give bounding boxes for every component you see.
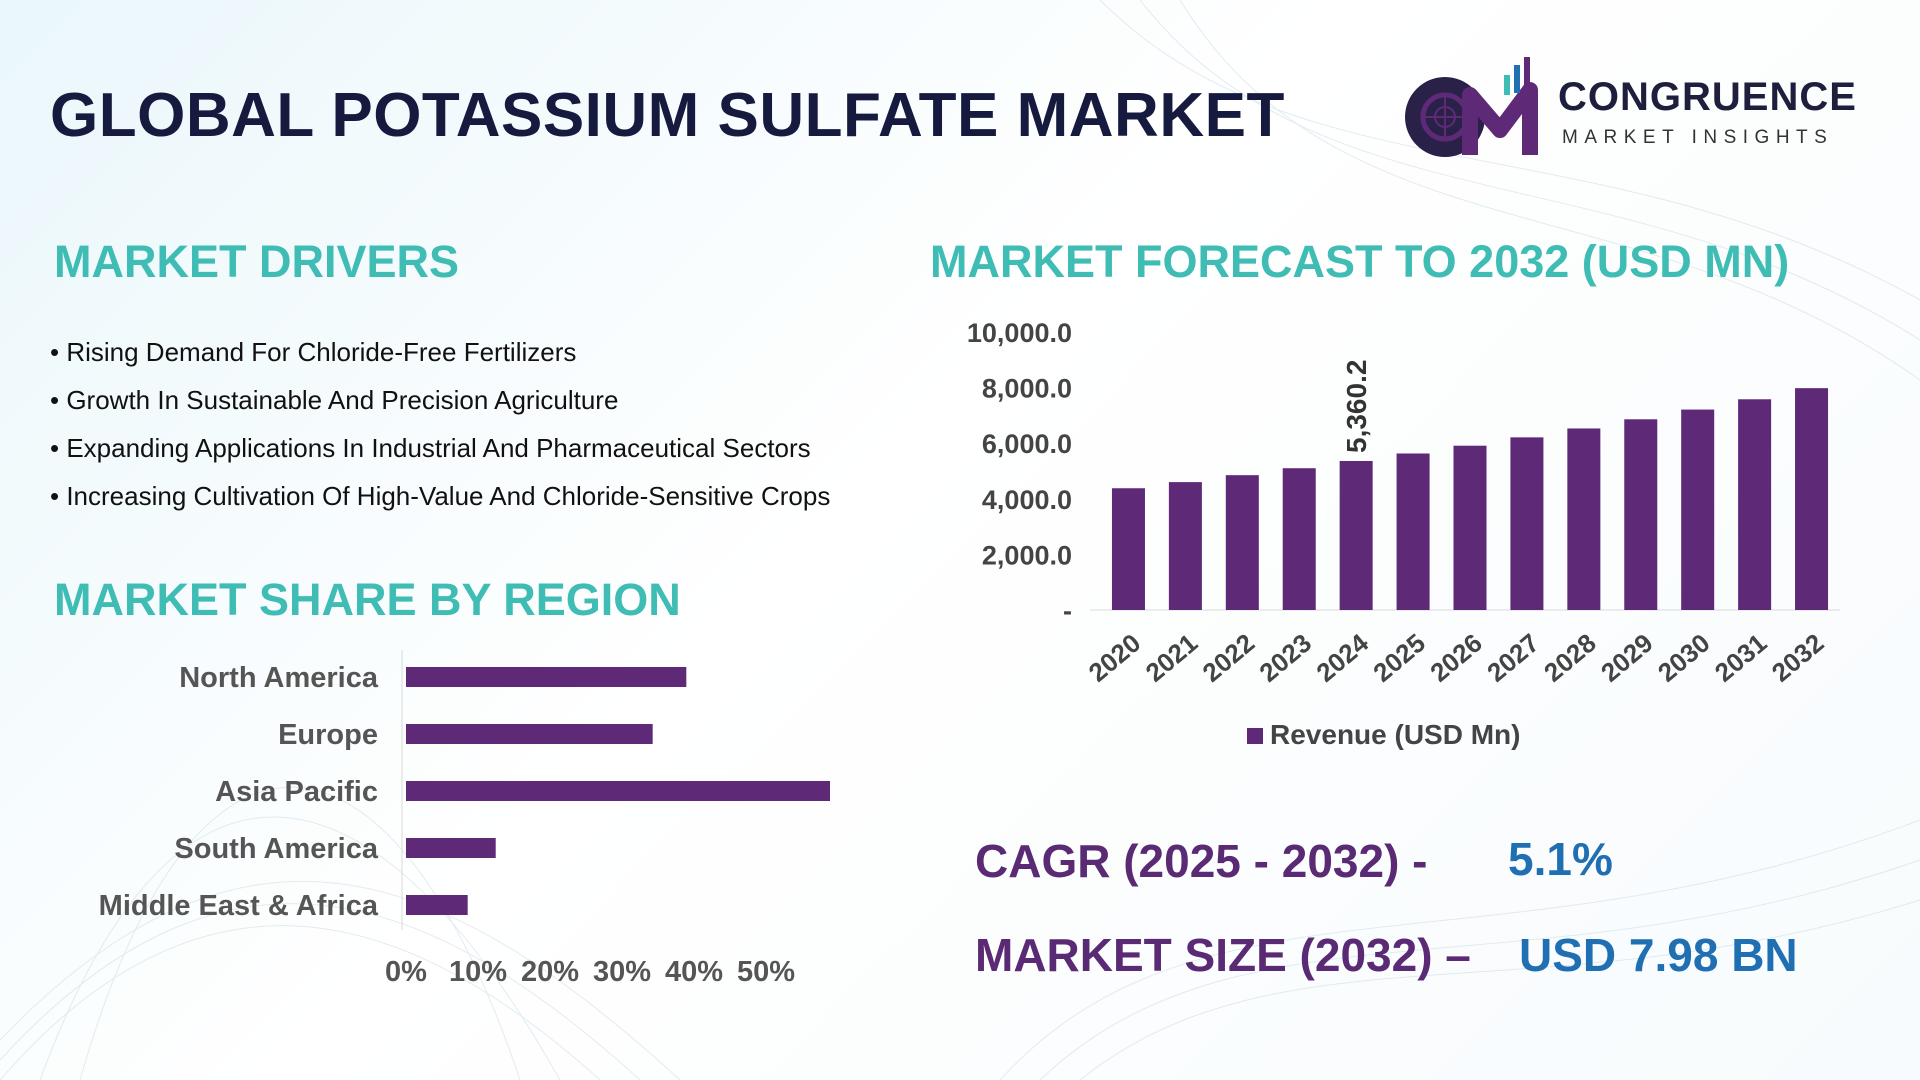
category-label: South America xyxy=(174,833,378,865)
market-size-label: MARKET SIZE (2032) – xyxy=(975,929,1471,981)
driver-item: Growth In Sustainable And Precision Agri… xyxy=(50,382,830,430)
x-tick-label: 2020 xyxy=(1083,628,1147,688)
bar xyxy=(1624,419,1658,610)
category-label: Europe xyxy=(278,719,378,751)
x-tick-label: 2028 xyxy=(1538,628,1602,688)
drivers-list: Rising Demand For Chloride-Free Fertiliz… xyxy=(50,334,830,526)
logo-mark-icon xyxy=(1405,57,1538,157)
x-tick-label: 2030 xyxy=(1652,628,1716,688)
bar xyxy=(1510,437,1544,610)
bar xyxy=(1567,428,1601,610)
market-size-value: USD 7.98 BN xyxy=(1519,929,1798,981)
bar xyxy=(1738,399,1772,610)
region-heading: MARKET SHARE BY REGION xyxy=(54,574,681,625)
x-tick-label: 50% xyxy=(737,956,795,988)
cagr-value: 5.1% xyxy=(1508,833,1613,885)
x-tick-label: 2024 xyxy=(1310,627,1374,688)
bar xyxy=(1111,488,1145,610)
bar xyxy=(1453,445,1487,610)
forecast-heading: MARKET FORECAST TO 2032 (USD MN) xyxy=(930,236,1790,287)
x-tick-label: 2021 xyxy=(1140,628,1204,688)
bar xyxy=(1396,453,1430,610)
forecast-bar-chart: - 2,000.0 4,000.0 6,000.0 8,000.0 10,000.0 202… xyxy=(967,318,1840,750)
x-tick-label: 2022 xyxy=(1197,628,1261,688)
page-title: GLOBAL POTASSIUM SULFATE MARKET xyxy=(50,81,1285,150)
brand-logo: CONGRUENCE MARKET INSIGHTS xyxy=(1400,55,1870,160)
x-tick-label: 2025 xyxy=(1367,628,1431,688)
y-tick-label: 10,000.0 xyxy=(967,318,1072,348)
y-tick-label: 6,000.0 xyxy=(982,429,1072,459)
legend-swatch xyxy=(1247,728,1263,744)
x-tick-label: 40% xyxy=(665,956,723,988)
x-tick-label: 0% xyxy=(385,956,427,988)
x-tick-label: 2023 xyxy=(1253,628,1317,688)
bar xyxy=(406,724,653,744)
x-tick-label: 2032 xyxy=(1766,628,1830,688)
bar xyxy=(1795,388,1829,610)
y-tick-label: - xyxy=(1063,596,1072,626)
x-tick-label: 30% xyxy=(593,956,651,988)
x-tick-label: 2026 xyxy=(1424,628,1488,688)
brand-name: CONGRUENCE xyxy=(1558,75,1857,119)
x-tick-label: 2031 xyxy=(1709,628,1773,688)
y-tick-label: 8,000.0 xyxy=(982,374,1072,404)
driver-item: Increasing Cultivation Of High-Value And… xyxy=(50,478,830,526)
x-tick-label: 2029 xyxy=(1595,628,1659,688)
drivers-heading: MARKET DRIVERS xyxy=(54,236,460,287)
category-label: Middle East & Africa xyxy=(99,890,379,922)
cagr-label: CAGR (2025 - 2032) - xyxy=(975,835,1428,887)
bar xyxy=(1681,409,1715,610)
x-tick-label: 20% xyxy=(521,956,579,988)
category-label: North America xyxy=(179,662,379,694)
bar xyxy=(1225,475,1259,610)
y-tick-label: 2,000.0 xyxy=(982,540,1072,570)
bar xyxy=(406,781,830,801)
x-tick-label: 2027 xyxy=(1481,628,1545,688)
brand-subtitle: MARKET INSIGHTS xyxy=(1562,127,1834,148)
y-tick-label: 4,000.0 xyxy=(982,485,1072,515)
category-label: Asia Pacific xyxy=(215,776,378,808)
data-label: 5,360.2 xyxy=(1341,360,1372,453)
bar xyxy=(1282,468,1316,610)
driver-item: Expanding Applications In Industrial And… xyxy=(50,430,830,478)
region-share-chart: North America Europe Asia Pacific South Ame… xyxy=(99,650,830,988)
legend-label: Revenue (USD Mn) xyxy=(1270,719,1520,750)
bar xyxy=(1339,460,1373,610)
bar xyxy=(406,895,468,915)
driver-item: Rising Demand For Chloride-Free Fertiliz… xyxy=(50,334,830,382)
bar xyxy=(406,667,687,687)
x-tick-label: 10% xyxy=(449,956,507,988)
bar xyxy=(406,838,496,858)
bar xyxy=(1168,482,1202,610)
